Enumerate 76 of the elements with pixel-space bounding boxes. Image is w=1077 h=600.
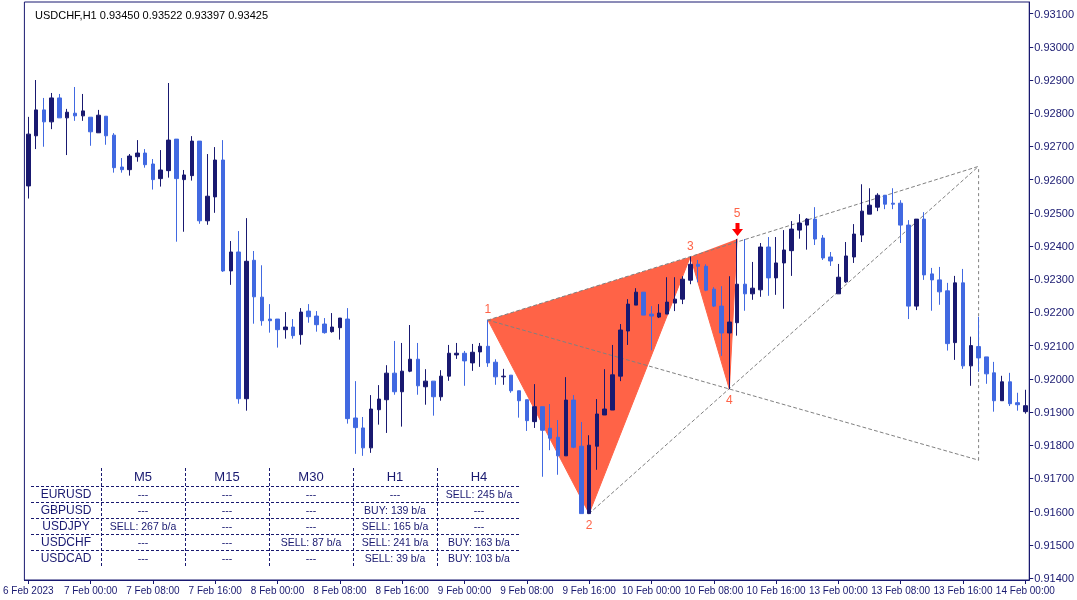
annotation: --- bbox=[136, 487, 150, 502]
y-tick-label: 0.92300 bbox=[1034, 273, 1074, 286]
annotation: SELL: 39 b/a bbox=[363, 551, 427, 566]
annotation: --- bbox=[304, 487, 318, 502]
x-tick-label: 9 Feb 00:00 bbox=[437, 584, 492, 596]
annotation: --- bbox=[220, 551, 234, 566]
annotation: GBPUSD bbox=[39, 502, 93, 518]
annotation: M30 bbox=[297, 468, 325, 486]
annotation: --- bbox=[220, 535, 234, 550]
annotation: --- bbox=[220, 487, 234, 502]
x-tick-label: 10 Feb 08:00 bbox=[684, 584, 744, 596]
annotation: --- bbox=[472, 519, 486, 534]
text: USDCHF,H1 0.93450 0.93522 0.93397 0.93425 bbox=[35, 8, 269, 21]
x-tick-label: 7 Feb 16:00 bbox=[188, 584, 243, 596]
x-tick-label: 7 Feb 08:00 bbox=[126, 584, 181, 596]
x-tick-label: 13 Feb 16:00 bbox=[933, 584, 993, 596]
annotation: 1 bbox=[484, 302, 492, 317]
annotation: H1 bbox=[385, 468, 405, 486]
y-tick-label: 0.91800 bbox=[1034, 439, 1074, 452]
annotation: --- bbox=[220, 503, 234, 518]
x-tick-label: 9 Feb 08:00 bbox=[500, 584, 554, 596]
y-tick-label: 0.92500 bbox=[1034, 206, 1074, 219]
annotation: USDCHF bbox=[40, 534, 92, 550]
x-tick-label: 13 Feb 08:00 bbox=[871, 584, 931, 596]
y-tick-label: 0.92000 bbox=[1034, 372, 1074, 385]
annotation: --- bbox=[136, 551, 150, 566]
annotation: EURUSD bbox=[39, 486, 93, 502]
x-tick-label: 9 Feb 16:00 bbox=[562, 584, 617, 596]
annotation: 5 bbox=[733, 206, 741, 221]
annotation: BUY: 163 b/a bbox=[447, 535, 511, 550]
annotation: BUY: 103 b/a bbox=[447, 551, 511, 566]
annotation: 4 bbox=[726, 393, 733, 408]
annotation: --- bbox=[136, 503, 150, 518]
annotation: 2 bbox=[585, 517, 593, 532]
annotation: --- bbox=[220, 519, 234, 534]
annotation: --- bbox=[388, 487, 402, 502]
annotation: SELL: 165 b/a bbox=[360, 519, 430, 534]
y-tick-label: 0.91600 bbox=[1034, 505, 1074, 518]
y-tick-label: 0.91900 bbox=[1034, 406, 1074, 419]
y-tick-label: 0.92400 bbox=[1034, 240, 1074, 253]
annotation: --- bbox=[304, 503, 318, 518]
x-tick-label: 7 Feb 00:00 bbox=[63, 584, 118, 596]
annotation: SELL: 267 b/a bbox=[108, 519, 178, 534]
annotation: USDJPY bbox=[41, 518, 91, 534]
annotation: --- bbox=[304, 519, 318, 534]
x-tick-label: 10 Feb 16:00 bbox=[746, 584, 806, 596]
y-tick-label: 0.91400 bbox=[1034, 572, 1074, 585]
annotation: M15 bbox=[213, 468, 241, 486]
annotation: BUY: 139 b/a bbox=[363, 503, 427, 518]
annotation: M5 bbox=[132, 468, 154, 486]
x-tick-label: 10 Feb 00:00 bbox=[621, 584, 682, 596]
y-tick-label: 0.92600 bbox=[1034, 173, 1074, 186]
x-tick-label: 14 Feb 00:00 bbox=[995, 584, 1056, 596]
annotation: 3 bbox=[687, 238, 695, 253]
annotation: SELL: 245 b/a bbox=[444, 487, 514, 502]
x-tick-label: 8 Feb 16:00 bbox=[375, 584, 430, 596]
x-tick-label: 13 Feb 00:00 bbox=[808, 584, 869, 596]
annotation: H4 bbox=[469, 468, 489, 486]
y-tick-label: 0.92200 bbox=[1034, 306, 1074, 319]
y-tick-label: 0.92700 bbox=[1034, 140, 1074, 153]
annotation: USDCAD bbox=[39, 550, 93, 566]
annotation: SELL: 241 b/a bbox=[360, 535, 430, 550]
x-tick-label: 8 Feb 00:00 bbox=[250, 584, 305, 596]
y-tick-label: 0.91700 bbox=[1034, 472, 1074, 485]
y-tick-label: 0.92800 bbox=[1034, 107, 1074, 120]
annotation: --- bbox=[136, 535, 150, 550]
y-tick-label: 0.91500 bbox=[1034, 538, 1074, 551]
y-tick-label: 0.93000 bbox=[1034, 40, 1074, 53]
y-tick-label: 0.92900 bbox=[1034, 74, 1074, 87]
y-tick-label: 0.92100 bbox=[1034, 339, 1074, 352]
annotation: --- bbox=[472, 503, 486, 518]
x-tick-label: 6 Feb 2023 bbox=[2, 584, 55, 596]
annotation: --- bbox=[304, 551, 318, 566]
y-tick-label: 0.93100 bbox=[1034, 7, 1074, 20]
annotation: SELL: 87 b/a bbox=[279, 535, 343, 550]
x-tick-label: 8 Feb 08:00 bbox=[313, 584, 367, 596]
